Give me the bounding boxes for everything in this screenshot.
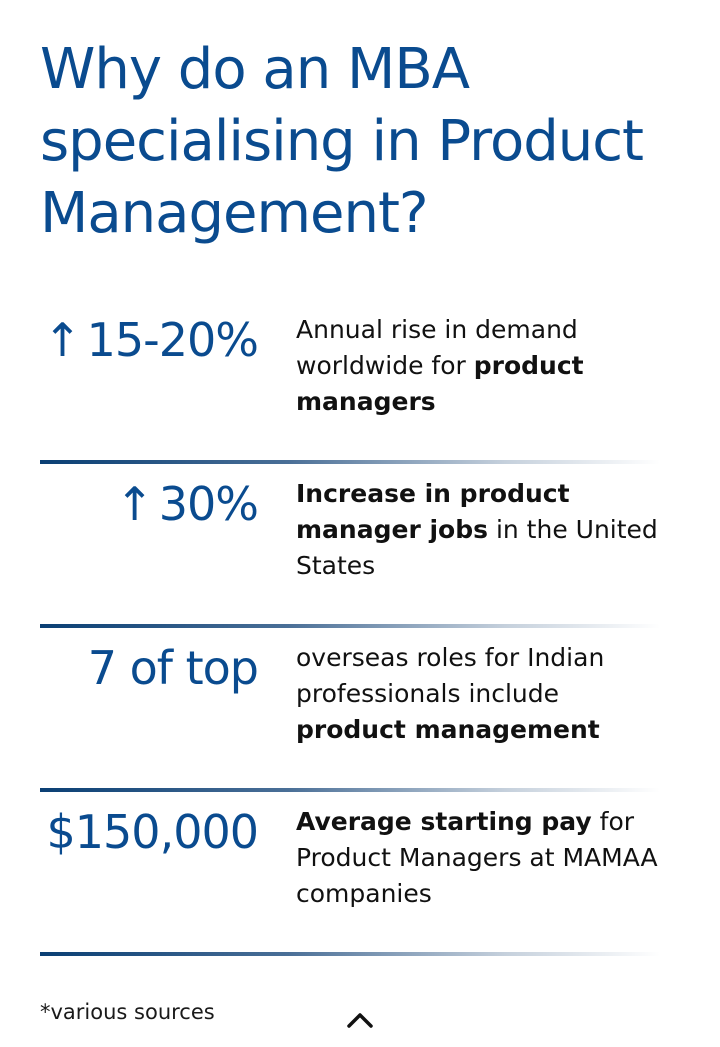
stat-row: ↑ 15-20% Annual rise in demand worldwide … bbox=[40, 300, 660, 464]
arrow-up-icon: ↑ bbox=[115, 477, 154, 531]
stat-value: ↑ 30% bbox=[40, 476, 259, 532]
stat-desc-text: in the United States bbox=[296, 515, 658, 580]
arrow-up-icon: ↑ bbox=[43, 313, 82, 367]
stats-list: ↑ 15-20% Annual rise in demand worldwide … bbox=[40, 300, 660, 956]
divider bbox=[40, 460, 660, 464]
divider bbox=[40, 624, 660, 628]
stat-description: Average starting pay for Product Manager… bbox=[296, 804, 676, 912]
stat-value: ↑ 15-20% bbox=[40, 312, 259, 368]
divider bbox=[40, 788, 660, 792]
stat-desc-text: overseas roles for Indian professionals … bbox=[296, 643, 605, 708]
stat-number: 15-20% bbox=[86, 313, 259, 367]
stat-row: $150,000 Average starting pay for Produc… bbox=[40, 792, 660, 956]
stat-desc-emphasis: Average starting pay bbox=[296, 807, 592, 836]
stat-value: 7 of top bbox=[40, 640, 259, 696]
stat-description: overseas roles for Indian professionals … bbox=[296, 640, 676, 748]
stat-desc-emphasis: product management bbox=[296, 715, 600, 744]
stat-description: Annual rise in demand worldwide for prod… bbox=[296, 312, 676, 420]
stat-desc-emphasis: product managers bbox=[296, 351, 584, 416]
stat-number: $150,000 bbox=[46, 805, 259, 859]
stat-desc-emphasis: Increase in product manager jobs bbox=[296, 479, 570, 544]
stat-row: ↑ 30% Increase in product manager jobs in… bbox=[40, 464, 660, 628]
stat-value: $150,000 bbox=[40, 804, 259, 860]
stat-number: 7 of top bbox=[87, 641, 259, 695]
chevron-up-icon bbox=[347, 1013, 373, 1028]
stat-desc-text: for Product Managers at MAMAA companies bbox=[296, 807, 658, 908]
stat-desc-text: Annual rise in demand worldwide for bbox=[296, 315, 578, 380]
footnote: *various sources bbox=[40, 1000, 215, 1024]
scroll-to-top-button[interactable] bbox=[344, 1006, 376, 1034]
stat-description: Increase in product manager jobs in the … bbox=[296, 476, 676, 584]
stat-row: 7 of top overseas roles for Indian profe… bbox=[40, 628, 660, 792]
stat-number: 30% bbox=[158, 477, 259, 531]
divider bbox=[40, 952, 660, 956]
page-title: Why do an MBA specialising in Product Ma… bbox=[40, 37, 644, 246]
